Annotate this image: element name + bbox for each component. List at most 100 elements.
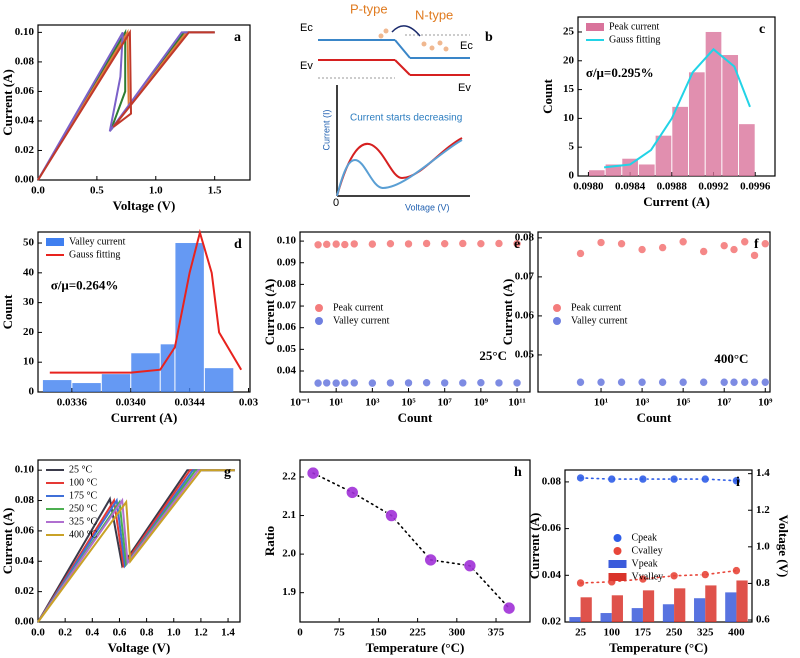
y-tick-label: 20 [23, 326, 35, 338]
y-axis-label: Count [0, 294, 15, 329]
point [638, 574, 648, 584]
carrier [378, 33, 384, 39]
x-tick-label: 0.0980 [573, 181, 604, 193]
panel-label: d [234, 237, 242, 252]
plot-frame [564, 469, 753, 623]
ec-slope [394, 39, 411, 59]
point [658, 243, 667, 252]
carrier [443, 46, 449, 52]
x-tick-label: 10⁹ [474, 397, 489, 409]
x-axis-label: Current (A) [643, 194, 710, 209]
x-tick-label: 10⁵ [401, 397, 416, 409]
x-axis-label: Current (A) [111, 410, 178, 425]
point [699, 247, 708, 256]
x-tick-label: 10³ [635, 397, 650, 409]
x-tick-label: 0.2 [58, 627, 72, 639]
annotation: 400°C [714, 351, 748, 366]
legend-swatch [315, 317, 323, 325]
point [760, 377, 770, 387]
histogram-bar [705, 31, 722, 177]
x-tick-label: 150 [370, 627, 387, 639]
y-tick-label: 0.07 [515, 270, 535, 282]
y-tick-label: 30 [23, 296, 35, 308]
x-tick-label: 1.0 [167, 627, 181, 639]
y-tick-label: 0.08 [15, 494, 35, 506]
y-tick-label: 0 [569, 170, 575, 182]
x-tick-label: 100 [604, 627, 621, 639]
x-axis-label: Temperature (°C) [609, 640, 708, 655]
band-label: Ec [300, 22, 313, 34]
point [349, 239, 359, 249]
x-tick-label: 0.0336 [57, 397, 88, 409]
ev-slope [394, 59, 411, 76]
point [331, 378, 341, 388]
x-tick-label: 1.5 [208, 185, 222, 197]
point [463, 559, 477, 572]
legend-label: Valley current [333, 315, 390, 326]
x-tick-label: 0.0344 [175, 397, 206, 409]
y-tick-label: 10 [563, 112, 575, 124]
x-axis-label: Count [637, 410, 672, 425]
carrier [383, 28, 389, 34]
panel-label: f [754, 237, 759, 252]
point [700, 570, 710, 579]
y-axis-label: Current (A) [0, 508, 15, 575]
y-tick-label: 0.06 [15, 524, 35, 536]
histogram-bar [638, 164, 655, 176]
legend-swatch [46, 238, 64, 246]
point [638, 474, 648, 484]
x-tick-label: 1.2 [194, 627, 208, 639]
line [49, 228, 243, 374]
point [512, 378, 522, 388]
y-tick-label: 0.04 [15, 555, 35, 567]
band-label: N-type [415, 7, 453, 22]
y-tick-label: 15 [563, 83, 575, 95]
y-tick-label: 2.1 [282, 509, 296, 521]
legend-label: Peak current [333, 302, 383, 313]
y-tick-label: 25 [563, 26, 575, 38]
band-label: Ev [458, 82, 471, 94]
point [313, 378, 323, 388]
legend-label: 400 °C [69, 529, 97, 540]
bar [694, 598, 706, 622]
x-tick-label: 250 [666, 627, 683, 639]
x-tick-label: 10⁷ [717, 397, 732, 409]
point [700, 474, 710, 484]
x-tick-label: 10¹ [329, 397, 343, 409]
point [576, 249, 585, 258]
y-tick-label: 50 [23, 237, 35, 249]
y-tick-label: 0.00 [15, 174, 35, 186]
x-tick-label: 1.0 [149, 185, 163, 197]
point [368, 239, 377, 249]
plot-frame [37, 24, 251, 181]
y-axis-label: Current (A) [262, 279, 277, 346]
point [596, 238, 606, 247]
histogram-bar [175, 243, 204, 392]
point [576, 578, 585, 588]
point [678, 237, 688, 247]
y-tick-label: 0.04 [277, 365, 297, 377]
line [37, 469, 235, 623]
x-axis-label: Count [398, 410, 433, 425]
histogram-bar [605, 164, 622, 176]
point [306, 466, 320, 480]
histogram-bar [204, 368, 234, 392]
y-tick-label: 2.0 [282, 548, 296, 560]
x-tick-label: 0.03 [239, 397, 259, 409]
legend-swatch [608, 560, 627, 568]
x-tick-label: 0.0984 [615, 181, 646, 193]
histogram-bar [160, 344, 175, 392]
bar [662, 604, 675, 622]
y-tick-label: 0.06 [515, 309, 535, 321]
inset-note: Current starts decreasing [350, 113, 462, 124]
x-tick-label: 375 [488, 627, 505, 639]
plot-frame [299, 459, 531, 623]
panel-label: i [736, 475, 740, 490]
x-tick-label: 325 [697, 627, 714, 639]
point [719, 241, 729, 250]
point [322, 240, 332, 249]
y-tick-label: 0.04 [15, 114, 35, 126]
point [368, 378, 377, 388]
plot-frame [537, 231, 771, 393]
ndr-curve [336, 139, 463, 197]
